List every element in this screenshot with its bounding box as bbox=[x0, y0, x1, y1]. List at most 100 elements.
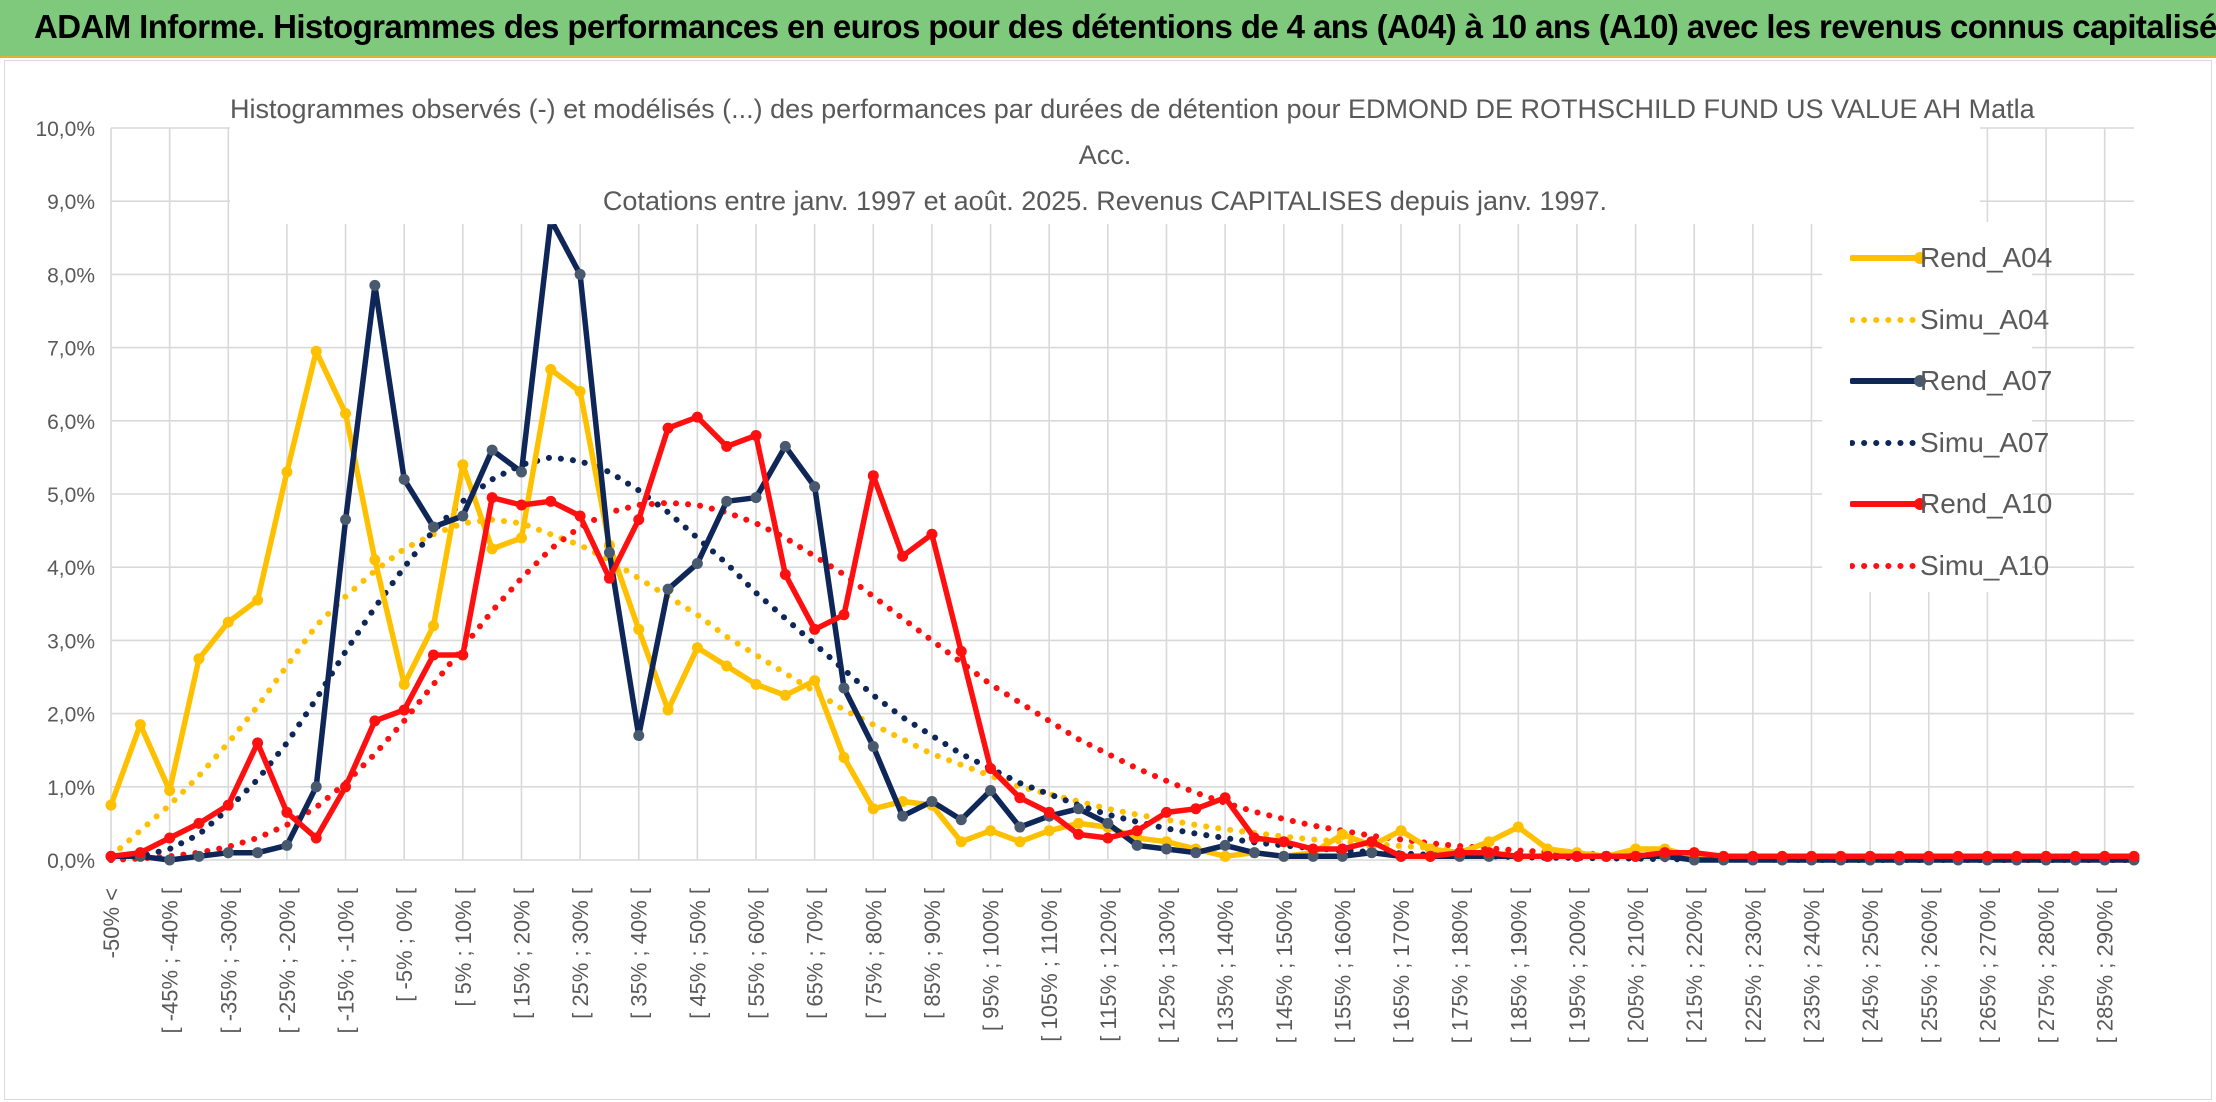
data-point bbox=[252, 847, 264, 859]
data-point bbox=[809, 623, 821, 635]
data-point bbox=[369, 715, 381, 727]
data-point bbox=[1923, 850, 1935, 862]
y-tick-label: 3,0% bbox=[47, 630, 95, 653]
data-point bbox=[1248, 847, 1260, 859]
data-point bbox=[1043, 806, 1055, 818]
data-point bbox=[222, 799, 234, 811]
data-point bbox=[1483, 836, 1495, 848]
data-point bbox=[1893, 850, 1905, 862]
data-point bbox=[838, 752, 850, 764]
data-point bbox=[750, 429, 762, 441]
data-point bbox=[1014, 836, 1026, 848]
x-tick-label: [ 75% ; 80% [ bbox=[861, 888, 886, 1019]
data-point bbox=[779, 440, 791, 452]
data-point bbox=[779, 569, 791, 581]
x-tick-label: [ 165% ; 170% [ bbox=[1389, 888, 1414, 1043]
legend-marker bbox=[1914, 498, 1926, 510]
legend-label: Rend_A04 bbox=[1920, 242, 2053, 273]
x-tick-label: [ 155% ; 160% [ bbox=[1330, 888, 1355, 1043]
data-point bbox=[1688, 847, 1700, 859]
x-tick-label: [ 135% ; 140% [ bbox=[1213, 888, 1238, 1043]
data-point bbox=[750, 678, 762, 690]
legend-label: Simu_A10 bbox=[1920, 549, 2050, 581]
data-point bbox=[2128, 850, 2140, 862]
legend-label: Rend_A10 bbox=[1920, 488, 2053, 519]
data-point bbox=[867, 470, 879, 482]
x-tick-label: [ 35% ; 40% [ bbox=[627, 888, 652, 1019]
x-tick-label: [ -5% ; 0% [ bbox=[392, 888, 417, 1002]
data-point bbox=[545, 364, 557, 376]
y-tick-label: 7,0% bbox=[47, 338, 95, 361]
data-point bbox=[985, 784, 997, 796]
data-point bbox=[252, 737, 264, 749]
data-point bbox=[1512, 850, 1524, 862]
data-point bbox=[603, 547, 615, 559]
data-point bbox=[633, 514, 645, 526]
legend-swatch bbox=[1850, 375, 1926, 387]
x-tick-label: [ 25% ; 30% [ bbox=[568, 888, 593, 1019]
y-tick-label: 9,0% bbox=[47, 191, 95, 214]
data-point bbox=[985, 763, 997, 774]
data-point bbox=[721, 660, 733, 672]
chart-title-line-2: Acc. bbox=[1078, 140, 1132, 170]
legend-item-Simu_A10: Simu_A10 bbox=[1822, 546, 2049, 586]
legend-label: Rend_A07 bbox=[1920, 365, 2053, 396]
data-point bbox=[2099, 850, 2111, 862]
data-point bbox=[252, 594, 264, 606]
data-point bbox=[1278, 850, 1290, 862]
legend-swatch bbox=[1850, 562, 1923, 569]
data-point bbox=[105, 850, 117, 862]
data-point bbox=[134, 847, 146, 859]
data-point bbox=[193, 850, 205, 862]
chart-title-line-3: Cotations entre janv. 1997 et août. 2025… bbox=[602, 186, 1608, 216]
y-tick-label: 4,0% bbox=[47, 557, 95, 580]
x-tick-label: [ 275% ; 280% [ bbox=[2034, 888, 2059, 1043]
data-point bbox=[310, 832, 322, 844]
data-point bbox=[867, 741, 879, 753]
data-point bbox=[691, 642, 703, 654]
legend-item-Rend_A10: Rend_A10 bbox=[1822, 484, 2052, 524]
data-point bbox=[164, 832, 176, 844]
data-point bbox=[1805, 850, 1817, 862]
data-point bbox=[1395, 825, 1407, 837]
data-point bbox=[955, 645, 967, 657]
report-banner: ADAM Informe. Histogrammes des performan… bbox=[0, 0, 2216, 58]
data-point bbox=[779, 689, 791, 701]
data-point bbox=[428, 620, 440, 632]
data-point bbox=[809, 675, 821, 687]
report-title: ADAM Informe. Histogrammes des performan… bbox=[34, 8, 2216, 45]
data-point bbox=[633, 730, 645, 742]
data-point bbox=[662, 704, 674, 716]
data-point bbox=[1571, 850, 1583, 862]
data-point bbox=[662, 583, 674, 595]
data-point bbox=[1043, 825, 1055, 837]
data-point bbox=[164, 784, 176, 796]
data-point bbox=[1014, 821, 1026, 833]
y-tick-label: 5,0% bbox=[47, 484, 95, 507]
data-point bbox=[281, 839, 293, 851]
y-tick-label: 2,0% bbox=[47, 704, 95, 727]
x-tick-label: [ 95% ; 100% [ bbox=[979, 888, 1004, 1031]
x-tick-label: [ 195% ; 200% [ bbox=[1565, 888, 1590, 1043]
data-point bbox=[369, 554, 381, 566]
data-point bbox=[428, 521, 440, 533]
data-point bbox=[457, 510, 469, 522]
data-point bbox=[457, 649, 469, 661]
data-point bbox=[1219, 792, 1231, 804]
y-tick-label: 6,0% bbox=[47, 411, 95, 434]
data-point bbox=[1747, 850, 1759, 862]
data-point bbox=[809, 481, 821, 493]
data-point bbox=[515, 532, 527, 544]
data-point bbox=[310, 345, 322, 357]
x-tick-label: -50% < bbox=[99, 888, 124, 958]
data-point bbox=[1336, 828, 1348, 840]
data-point bbox=[281, 466, 293, 478]
data-point bbox=[1981, 850, 1993, 862]
x-tick-label: [ 245% ; 250% [ bbox=[1858, 888, 1883, 1043]
data-point bbox=[1776, 850, 1788, 862]
data-point bbox=[1659, 847, 1671, 859]
data-point bbox=[897, 550, 909, 562]
data-point bbox=[2011, 850, 2023, 862]
legend-item-Rend_A04: Rend_A04 bbox=[1822, 238, 2052, 278]
x-tick-label: [ -45% ; -40% [ bbox=[158, 888, 183, 1034]
